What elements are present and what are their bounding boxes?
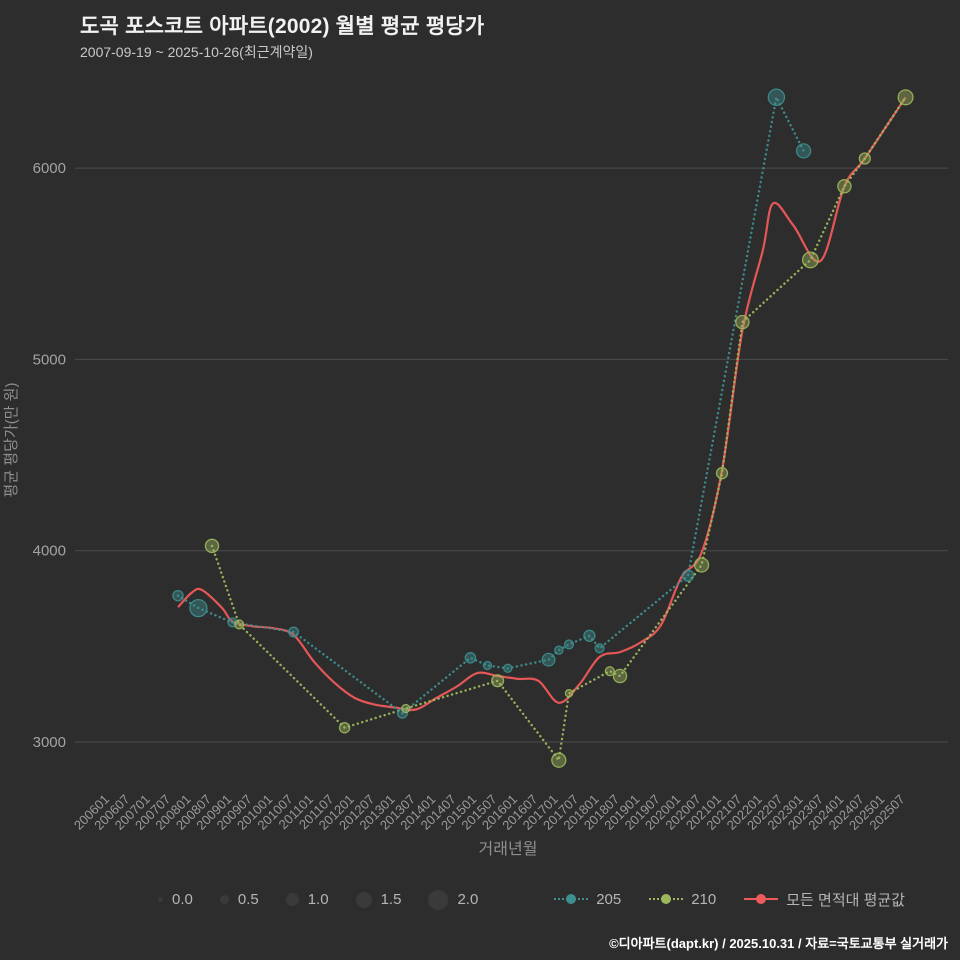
- series-marker-dot: [566, 894, 577, 904]
- source-credit: ©디아파트(dapt.kr) / 2025.10.31 / 자료=국토교통부 실…: [609, 936, 948, 951]
- data-point-210: [858, 152, 871, 165]
- y-axis-label: 평균 평당가(만 원): [3, 383, 20, 498]
- data-point-205: [482, 660, 493, 671]
- series-legend-label: 모든 면적대 평균값: [786, 892, 905, 909]
- data-point-210: [801, 251, 819, 269]
- data-point-205: [554, 645, 564, 655]
- series-dotline-205: [176, 93, 805, 715]
- data-point-205: [681, 569, 695, 582]
- series-legend-label: 210: [691, 891, 717, 908]
- data-point-205: [795, 143, 812, 159]
- data-point-210: [735, 314, 750, 330]
- data-point-205: [594, 643, 605, 654]
- tick-layer: 3000400050006000200601200607200701200707…: [33, 160, 908, 833]
- size-legend-label: 1.5: [380, 891, 402, 908]
- size-legend-bubble: [428, 889, 449, 910]
- data-point-205: [189, 598, 208, 618]
- data-point-210: [491, 674, 505, 688]
- size-legend-item: 1.0: [285, 891, 329, 908]
- data-point-210: [338, 721, 351, 734]
- size-legend-bubble: [219, 895, 229, 904]
- y-tick-label: 5000: [33, 351, 66, 368]
- y-tick-label: 6000: [33, 160, 66, 177]
- series-marker-dot: [756, 894, 767, 904]
- data-point-210: [693, 557, 710, 573]
- data-point-205: [464, 652, 477, 664]
- data-point-205: [503, 663, 513, 673]
- series-legend: 205 210 모든 면적대 평균값: [554, 889, 905, 910]
- data-point-210: [612, 668, 628, 684]
- size-legend-item: 1.5: [355, 891, 402, 908]
- size-legend-label: 2.0: [457, 891, 479, 908]
- data-point-205: [583, 629, 596, 642]
- size-legend-label: 0.5: [237, 891, 259, 908]
- y-tick-label: 3000: [33, 734, 66, 751]
- page-title: 도곡 포스코트 아파트(2002) 월별 평균 평당가: [80, 15, 485, 38]
- x-axis-label: 거래년월: [479, 840, 538, 858]
- size-legend-item: 0.5: [219, 891, 259, 908]
- series-marker-icon: [649, 893, 684, 906]
- series-dotline-210: [210, 96, 907, 764]
- size-legend-label: 0.0: [172, 891, 193, 908]
- data-point-205: [172, 589, 184, 602]
- series-marker-dot: [661, 894, 672, 904]
- size-legend-bubble: [285, 893, 299, 906]
- data-point-210: [551, 752, 567, 768]
- data-point-210: [897, 89, 914, 106]
- series-marker-icon: [554, 893, 589, 906]
- data-point-210: [401, 703, 411, 714]
- data-point-205: [541, 652, 556, 667]
- data-point-210: [204, 538, 220, 554]
- data-point-210: [604, 666, 615, 677]
- size-legend: 0.0 0.5 1.0 1.5 2.0: [158, 889, 479, 910]
- data-point-205: [563, 639, 575, 650]
- size-legend-label: 1.0: [307, 891, 329, 908]
- data-point-210: [564, 688, 574, 698]
- size-legend-item: 2.0: [428, 889, 479, 910]
- data-point-205: [767, 88, 786, 107]
- size-legend-item: 0.0: [158, 891, 193, 908]
- data-point-210: [837, 179, 852, 194]
- legend-series-210[interactable]: 210: [649, 891, 716, 908]
- series-marker-icon: [744, 893, 779, 906]
- legend: 0.0 0.5 1.0 1.5 2.0 205 210 모든 면적대 평균값: [0, 889, 960, 910]
- size-legend-bubble: [158, 897, 163, 902]
- size-legend-bubble: [355, 891, 372, 908]
- data-point-205: [288, 626, 300, 638]
- series-layer: [172, 88, 914, 768]
- legend-series-205[interactable]: 205: [554, 891, 621, 908]
- data-point-210: [234, 619, 245, 630]
- series-legend-label: 205: [596, 891, 622, 908]
- data-point-210: [715, 467, 729, 480]
- date-range-subtitle: 2007-09-19 ~ 2025-10-26(최근계약일): [80, 44, 313, 60]
- grid-layer: [75, 167, 948, 743]
- series-line-average: [177, 96, 907, 712]
- legend-series-모든 면적대 평균값[interactable]: 모든 면적대 평균값: [744, 889, 905, 910]
- y-tick-label: 4000: [33, 543, 66, 560]
